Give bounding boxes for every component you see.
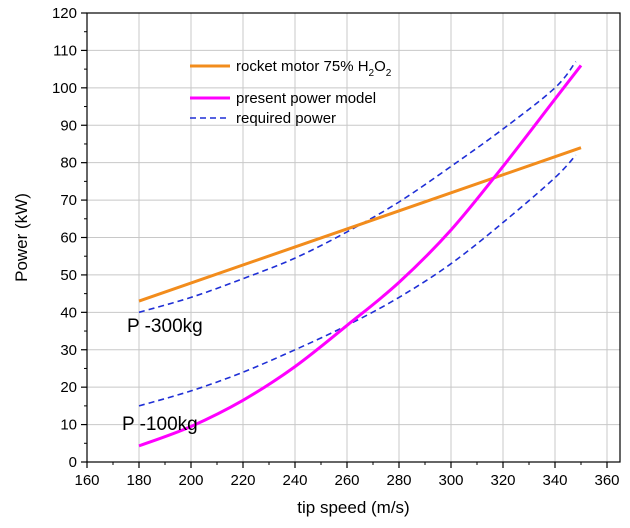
series-rocket-motor (138, 146, 582, 303)
legend-rocket-sub2: 2 (386, 68, 392, 79)
x-tick-label-260: 260 (334, 472, 359, 489)
y-axis-label: Power (kW) (12, 193, 31, 282)
x-tick-label-180: 180 (126, 472, 151, 489)
y-tick-label-10: 10 (60, 417, 77, 434)
series-layer (138, 61, 583, 448)
y-tick-label-40: 40 (60, 304, 77, 321)
series-required-power-p-300kg (138, 61, 577, 314)
annotation-p-100kg: P -100kg (122, 414, 198, 435)
x-tick-label-320: 320 (490, 472, 515, 489)
x-tick-label-160: 160 (74, 472, 99, 489)
x-tick-label-360: 360 (594, 472, 619, 489)
legend-label-power-model: present power model (236, 90, 376, 107)
x-tick-label-200: 200 (178, 472, 203, 489)
x-tick-label-300: 300 (438, 472, 463, 489)
y-tick-label-110: 110 (53, 42, 77, 59)
y-tick-label-50: 50 (60, 267, 77, 284)
x-tick-label-220: 220 (230, 472, 255, 489)
legend-label-required-power: required power (236, 110, 336, 127)
y-tick-label-120: 120 (52, 5, 77, 22)
series-present-power-model (138, 64, 583, 448)
legend-rocket-mid: O (374, 58, 386, 75)
legend: rocket motor 75% H2O2 present power mode… (190, 58, 392, 127)
annotation-p-300kg: P -300kg (127, 316, 203, 337)
legend-rocket-main: rocket motor 75% H (236, 58, 369, 75)
y-tick-label-90: 90 (60, 117, 77, 134)
y-tick-label-70: 70 (60, 192, 77, 209)
y-tick-label-80: 80 (60, 155, 77, 172)
x-tick-label-240: 240 (282, 472, 307, 489)
legend-label-rocket-motor: rocket motor 75% H2O2 (236, 58, 392, 79)
series-required-power-p-100kg (138, 154, 577, 407)
x-tick-label-280: 280 (386, 472, 411, 489)
y-tick-label-60: 60 (60, 230, 77, 247)
y-tick-label-30: 30 (60, 342, 77, 359)
grid (86, 12, 620, 463)
legend-rocket-sub1: 2 (369, 68, 375, 79)
x-axis-label: tip speed (m/s) (297, 498, 409, 517)
y-tick-label-20: 20 (60, 379, 77, 396)
axis-ticks: 160 180 200 220 240 260 280 300 320 340 3600102030… (52, 5, 620, 489)
x-tick-label-340: 340 (542, 472, 567, 489)
y-tick-label-0: 0 (69, 454, 77, 471)
y-tick-label-100: 100 (52, 80, 77, 97)
